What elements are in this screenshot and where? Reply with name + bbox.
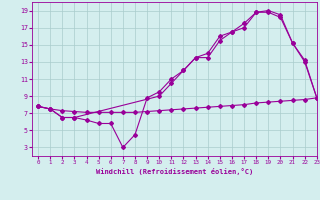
X-axis label: Windchill (Refroidissement éolien,°C): Windchill (Refroidissement éolien,°C) [96,168,253,175]
